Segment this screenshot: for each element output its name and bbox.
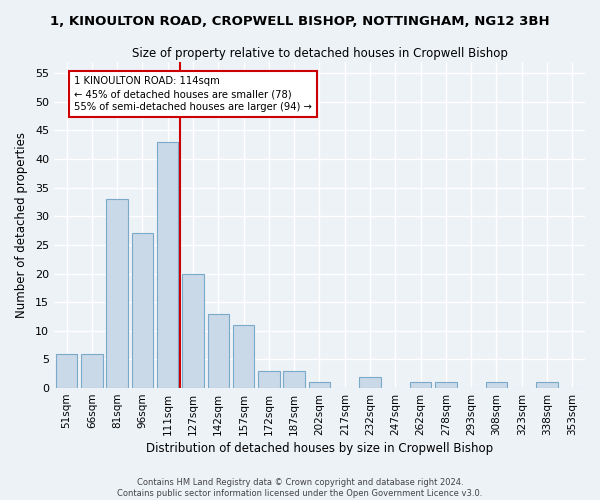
Bar	[258, 371, 280, 388]
Bar	[131, 234, 153, 388]
Title: Size of property relative to detached houses in Cropwell Bishop: Size of property relative to detached ho…	[131, 48, 508, 60]
Text: Contains HM Land Registry data © Crown copyright and database right 2024.
Contai: Contains HM Land Registry data © Crown c…	[118, 478, 482, 498]
Bar	[435, 382, 457, 388]
X-axis label: Distribution of detached houses by size in Cropwell Bishop: Distribution of detached houses by size …	[146, 442, 493, 455]
Bar	[410, 382, 431, 388]
Bar	[359, 376, 381, 388]
Bar	[309, 382, 330, 388]
Bar	[157, 142, 178, 388]
Y-axis label: Number of detached properties: Number of detached properties	[15, 132, 28, 318]
Bar	[81, 354, 103, 388]
Text: 1 KINOULTON ROAD: 114sqm
← 45% of detached houses are smaller (78)
55% of semi-d: 1 KINOULTON ROAD: 114sqm ← 45% of detach…	[74, 76, 312, 112]
Bar	[536, 382, 558, 388]
Bar	[233, 325, 254, 388]
Text: 1, KINOULTON ROAD, CROPWELL BISHOP, NOTTINGHAM, NG12 3BH: 1, KINOULTON ROAD, CROPWELL BISHOP, NOTT…	[50, 15, 550, 28]
Bar	[486, 382, 507, 388]
Bar	[283, 371, 305, 388]
Bar	[106, 199, 128, 388]
Bar	[208, 314, 229, 388]
Bar	[182, 274, 204, 388]
Bar	[56, 354, 77, 388]
